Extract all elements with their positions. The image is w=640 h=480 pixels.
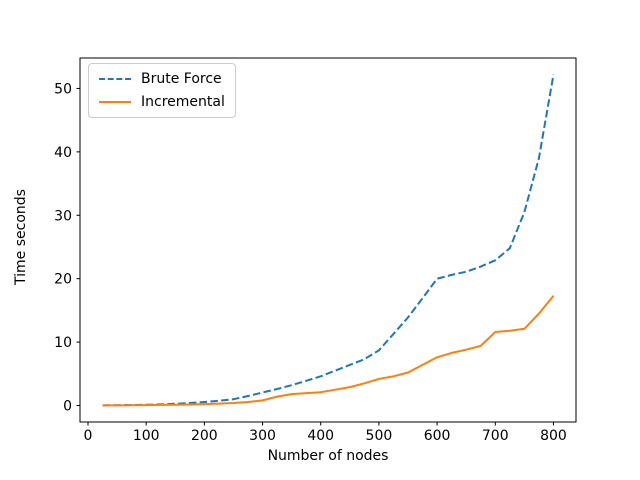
x-tick-label: 500 (366, 428, 393, 444)
legend-item-incremental: Incremental (99, 94, 225, 110)
x-tick-label: 600 (424, 428, 451, 444)
x-tick-label: 300 (249, 428, 276, 444)
y-tick-label: 10 (54, 335, 72, 351)
plot-line-incremental (102, 295, 555, 407)
x-tick-label: 200 (191, 428, 218, 444)
axes-spines (79, 57, 577, 423)
x-axis-label: Number of nodes (267, 448, 389, 464)
x-tick-label: 700 (482, 428, 509, 444)
legend-label-brute-force: Brute Force (141, 71, 222, 87)
y-tick-label: 0 (63, 399, 72, 415)
y-axis-label: Time seconds (13, 189, 29, 285)
legend-solid-line-icon (99, 101, 131, 103)
legend: Brute Force Incremental (88, 63, 236, 118)
y-tick-label: 30 (54, 208, 72, 224)
x-tick-label: 400 (307, 428, 334, 444)
plot-line-brute-force (102, 74, 555, 407)
x-tick-label: 0 (84, 428, 93, 444)
y-tick-label: 40 (54, 145, 72, 161)
x-tick-label: 800 (540, 428, 567, 444)
x-tick-label: 100 (133, 428, 160, 444)
legend-item-brute-force: Brute Force (99, 71, 225, 87)
legend-dashed-line-icon (99, 78, 131, 80)
y-tick-label: 20 (54, 272, 72, 288)
y-tick-label: 50 (54, 81, 72, 97)
legend-label-incremental: Incremental (141, 94, 225, 110)
